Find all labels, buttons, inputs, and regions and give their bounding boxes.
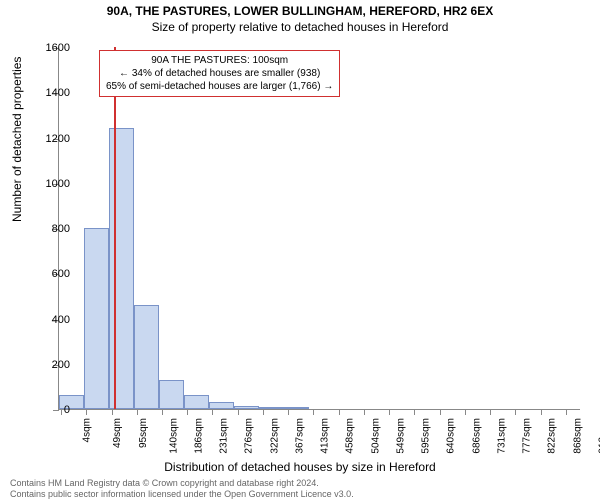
x-tick-label: 276sqm — [244, 418, 255, 454]
histogram-bar — [209, 402, 234, 409]
x-tick-label: 4sqm — [82, 418, 93, 442]
x-axis-label: Distribution of detached houses by size … — [0, 460, 600, 474]
histogram-bar — [184, 395, 209, 409]
chart-subtitle: Size of property relative to detached ho… — [0, 20, 600, 36]
attribution-line-1: Contains HM Land Registry data © Crown c… — [10, 478, 354, 489]
x-tick-label: 322sqm — [269, 418, 280, 454]
y-tick-label: 600 — [30, 268, 70, 280]
x-tick-label: 95sqm — [138, 418, 149, 448]
plot-area: 4sqm49sqm95sqm140sqm186sqm231sqm276sqm32… — [58, 48, 580, 410]
chart-title: 90A, THE PASTURES, LOWER BULLINGHAM, HER… — [0, 4, 600, 20]
x-tick-label: 822sqm — [547, 418, 558, 454]
histogram-bar — [84, 228, 109, 409]
y-tick-label: 1200 — [30, 133, 70, 145]
callout-line: 90A THE PASTURES: 100sqm — [106, 54, 333, 67]
attribution-text: Contains HM Land Registry data © Crown c… — [10, 478, 354, 500]
y-tick-label: 400 — [30, 314, 70, 326]
y-tick-label: 800 — [30, 223, 70, 235]
x-tick-label: 458sqm — [345, 418, 356, 454]
x-tick-label: 549sqm — [395, 418, 406, 454]
callout-line: ← 34% of detached houses are smaller (93… — [106, 67, 333, 80]
x-tick-label: 186sqm — [194, 418, 205, 454]
x-tick-label: 231sqm — [219, 418, 230, 454]
y-tick-label: 0 — [30, 404, 70, 416]
x-tick-label: 868sqm — [573, 418, 584, 454]
x-tick-label: 640sqm — [446, 418, 457, 454]
y-axis-label: Number of detached properties — [10, 57, 24, 222]
x-tick-label: 731sqm — [497, 418, 508, 454]
y-tick-label: 1400 — [30, 87, 70, 99]
x-tick-label: 367sqm — [294, 418, 305, 454]
y-tick-label: 200 — [30, 359, 70, 371]
x-tick-label: 504sqm — [370, 418, 381, 454]
x-tick-label: 49sqm — [112, 418, 123, 448]
histogram-bar — [159, 380, 184, 409]
x-tick-label: 777sqm — [522, 418, 533, 454]
histogram-bar — [134, 305, 159, 409]
y-tick-label: 1000 — [30, 178, 70, 190]
x-tick-label: 140sqm — [168, 418, 179, 454]
property-callout: 90A THE PASTURES: 100sqm← 34% of detache… — [99, 50, 340, 97]
callout-line: 65% of semi-detached houses are larger (… — [106, 80, 333, 93]
x-tick-label: 595sqm — [421, 418, 432, 454]
attribution-line-2: Contains public sector information licen… — [10, 489, 354, 500]
y-tick-label: 1600 — [30, 42, 70, 54]
property-marker-line — [114, 47, 116, 409]
chart-container: 90A, THE PASTURES, LOWER BULLINGHAM, HER… — [0, 4, 600, 500]
x-tick-label: 413sqm — [320, 418, 331, 454]
x-tick-label: 686sqm — [472, 418, 483, 454]
